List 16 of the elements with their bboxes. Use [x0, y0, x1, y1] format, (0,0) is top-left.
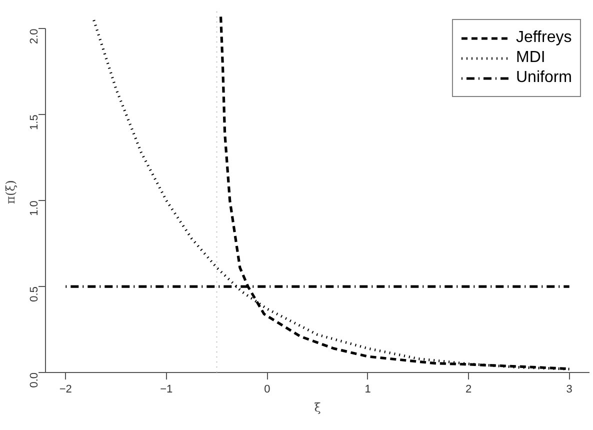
y-tick-label: 0.5 — [28, 286, 40, 302]
x-tick-label: −1 — [160, 384, 173, 396]
x-tick-label: 3 — [566, 384, 572, 396]
y-axis-title: π(ξ) — [4, 180, 18, 204]
legend-label: Uniform — [516, 69, 572, 87]
x-tick-label: 2 — [466, 384, 472, 396]
x-tick-label: −2 — [59, 384, 72, 396]
y-tick-label: 2.0 — [28, 28, 40, 44]
x-tick-label: 0 — [264, 384, 270, 396]
x-tick-label: 1 — [364, 384, 371, 396]
y-tick-label: 1.0 — [28, 200, 40, 216]
legend-label: Jeffreys — [516, 29, 572, 47]
legend-label: MDI — [516, 49, 546, 67]
y-tick-label: 0.0 — [28, 372, 40, 388]
x-axis-title: ξ — [314, 400, 322, 414]
y-tick-label: 1.5 — [28, 114, 40, 130]
